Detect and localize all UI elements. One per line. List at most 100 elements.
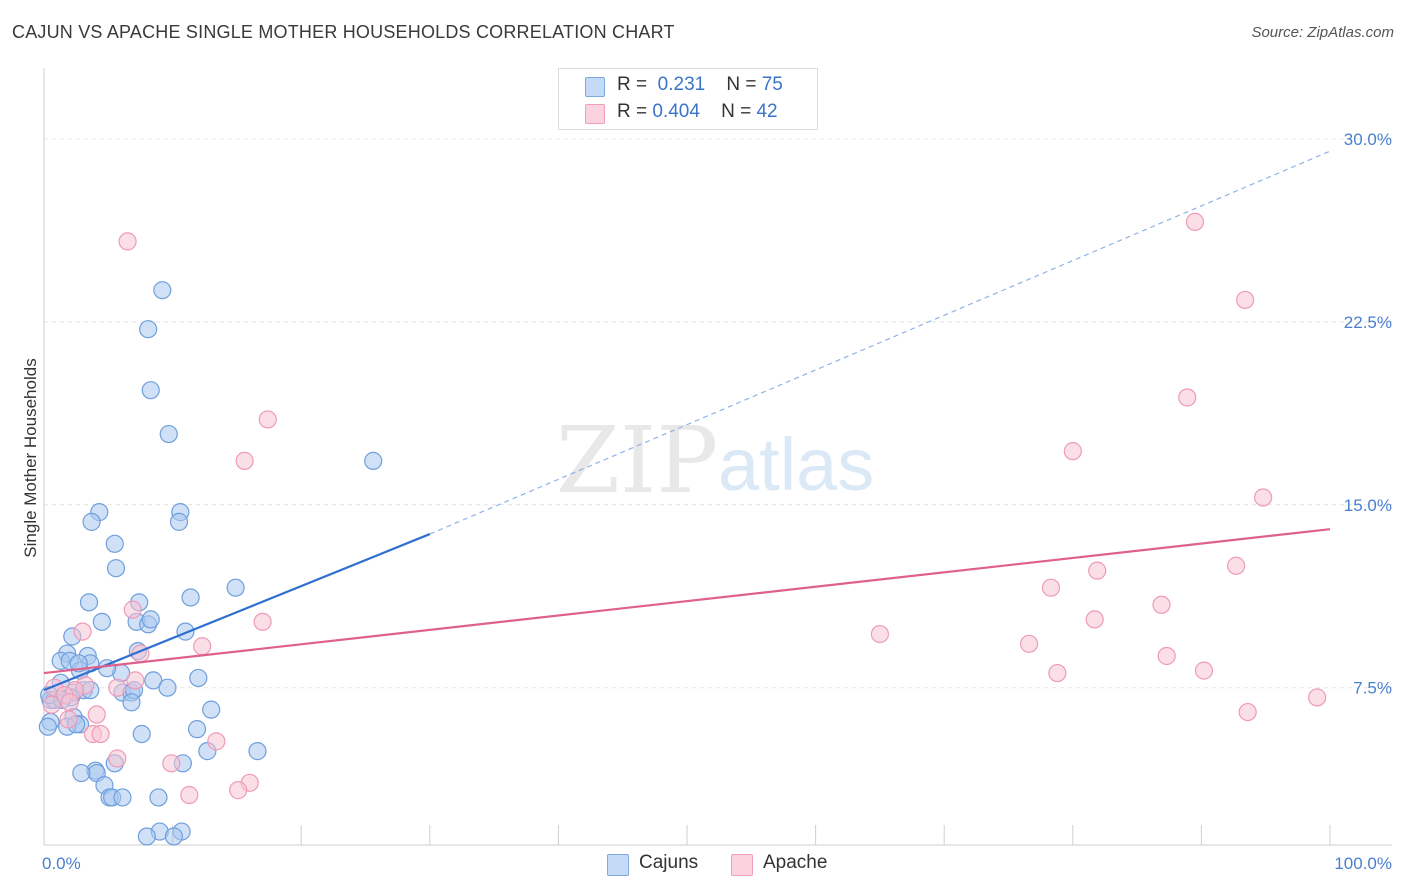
apache-point [235,451,254,470]
y-tick-label: 22.5% [1344,313,1392,332]
cajuns-point [105,534,124,553]
apache-point [1041,578,1061,597]
apache-point [1088,561,1107,580]
cajuns-point [181,588,200,607]
legend-r-label: R = [617,101,648,122]
apache-point [1019,634,1039,653]
apache-point [60,693,79,712]
cajuns-point [248,742,267,761]
legend-r-label: R = [617,74,648,95]
cajuns-trend-line [43,533,431,692]
grid-lines [44,138,1392,689]
apache-point [108,678,127,697]
apache-point [1238,702,1257,722]
cajuns-point [69,654,88,673]
apache-point [126,671,145,690]
cajuns-point [139,320,158,339]
apache-point [1236,290,1255,310]
watermark: ZIP atlas [556,407,874,514]
cajuns-point [122,693,141,712]
cajuns-point [164,827,183,846]
apache-point [870,624,890,644]
tick-labels: 7.5% 15.0% 22.5% 30.0% 0.0% 100.0% [42,130,1392,873]
legend-n-label: N = [721,101,752,122]
apache-point [1185,212,1205,231]
apache-point [1048,663,1067,683]
apache-point [108,749,127,768]
legend-n-value: 42 [756,101,778,122]
cajuns-point [137,827,156,846]
apache-point [1085,610,1104,629]
cajuns-point [38,717,57,736]
apache-point [1178,388,1197,407]
apache-trend-line [43,528,1331,675]
cajuns-point [149,788,168,807]
apache-point [87,705,106,724]
apache-point [1254,488,1273,507]
apache-point [207,732,226,751]
cajuns-point [226,578,245,597]
apache-point [91,724,110,744]
cajuns-point [113,788,132,807]
legend-r-value: 0.404 [652,101,700,122]
cajuns-point [132,724,151,744]
watermark-atlas: atlas [718,423,874,506]
cajuns-point [159,424,178,444]
apache-point [1063,442,1082,461]
apache-point [258,410,277,429]
legend-r-value: 0.231 [657,74,706,95]
apache-point [42,695,61,714]
x-tick-label: 100.0% [1334,854,1392,873]
y-axis-label: Single Mother Households [21,358,40,557]
apache-point [1157,646,1176,666]
cajuns-point [176,622,195,641]
apache-swatch [585,104,605,124]
cajuns-point [141,381,160,400]
cajuns-point [144,671,163,690]
cajuns-point [189,668,208,688]
cajuns-points [38,281,383,846]
cajuns-point [153,281,172,300]
apache-legend-label: Apache [763,852,828,873]
cajuns-point [169,512,189,531]
chart-title: CAJUN VS APACHE SINGLE MOTHER HOUSEHOLDS… [12,22,675,42]
cajuns-point [158,678,177,697]
apache-legend-swatch [731,854,753,876]
legend-n-label: N = [726,74,757,95]
legend-n-value: 75 [761,74,783,95]
cajuns-point [72,763,91,783]
cajuns-swatch [585,77,605,97]
cajuns-point [92,612,111,631]
x-tick-label: 0.0% [42,854,81,873]
apache-point [1152,595,1171,614]
apache-point [123,600,142,619]
apache-point [1194,661,1214,680]
apache-point [162,754,181,773]
y-tick-label: 30.0% [1344,130,1392,149]
cajuns-point [82,512,101,531]
cajuns-legend-swatch [607,854,629,876]
apache-point [253,612,272,631]
source-label: Source: ZipAtlas.com [1251,24,1394,41]
watermark-zip: ZIP [556,407,718,514]
apache-point [229,781,248,800]
apache-point [193,637,212,656]
cajuns-point [364,451,383,470]
cajuns-legend-label: Cajuns [639,852,699,873]
cajuns-point [187,720,207,739]
apache-point [73,622,92,641]
y-tick-label: 7.5% [1353,679,1392,698]
apache-point [1227,556,1246,575]
apache-points [42,212,1327,805]
cajuns-trend-extension [429,150,1331,535]
cajuns-point [106,559,126,578]
apache-point [1308,688,1327,707]
cajuns-point [141,610,160,629]
apache-point [118,232,137,251]
apache-point [59,710,78,729]
apache-point [180,785,199,805]
cajuns-point [79,593,99,612]
correlation-legend: R = 0.231 N = 75 R = 0.404 N = 42 [558,68,818,130]
cajuns-point [202,700,221,719]
